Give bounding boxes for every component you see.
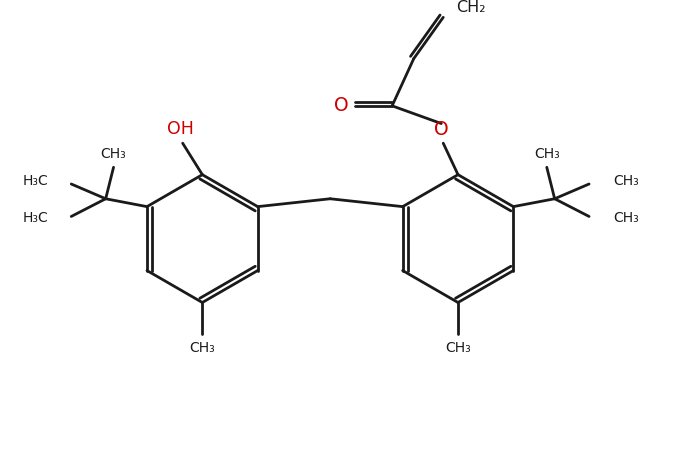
Text: CH₃: CH₃ <box>190 341 215 355</box>
Text: OH: OH <box>167 121 194 139</box>
Text: H₃C: H₃C <box>23 174 49 188</box>
Text: CH₃: CH₃ <box>101 147 126 161</box>
Text: CH₃: CH₃ <box>445 341 471 355</box>
Text: O: O <box>434 120 449 139</box>
Text: O: O <box>334 96 348 115</box>
Text: H₃C: H₃C <box>23 212 49 225</box>
Text: CH₂: CH₂ <box>456 0 486 15</box>
Text: CH₃: CH₃ <box>534 147 560 161</box>
Text: CH₃: CH₃ <box>613 212 639 225</box>
Text: CH₃: CH₃ <box>613 174 639 188</box>
